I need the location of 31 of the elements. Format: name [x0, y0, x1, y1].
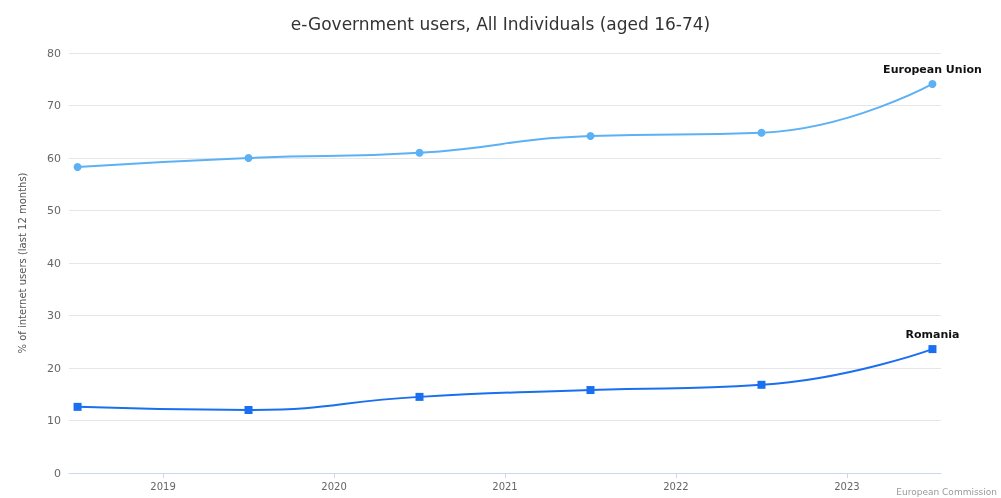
point	[757, 380, 766, 389]
y-tick-label: 20	[47, 361, 61, 375]
point	[928, 345, 937, 354]
y-tick-label: 80	[47, 46, 61, 60]
x-tick-label: 2021	[492, 480, 518, 492]
point	[928, 79, 937, 88]
y-tick-label: 50	[47, 204, 61, 217]
point	[415, 148, 424, 157]
series-label: European Union	[883, 62, 982, 76]
y-axis-title: % of internet users (last 12 months)	[16, 172, 28, 354]
point	[415, 392, 424, 401]
series-label: Romania	[905, 328, 960, 342]
y-tick-label: 40	[47, 256, 61, 270]
point	[73, 162, 82, 171]
y-tick-label: 0	[54, 466, 61, 480]
y-tick-label: 70	[47, 99, 61, 112]
x-tick-label: 2023	[834, 480, 860, 492]
chart-title: e-Government users, All Individuals (aged 16-74)	[290, 13, 711, 34]
point	[586, 131, 595, 140]
point	[73, 402, 82, 411]
y-tick-label: 10	[47, 414, 61, 427]
point	[757, 128, 766, 137]
text: European Commission	[896, 486, 998, 497]
x-tick-label: 2022	[663, 480, 689, 492]
y-tick-label: 30	[47, 309, 61, 322]
point	[244, 154, 253, 162]
point	[244, 406, 253, 414]
x-tick-label: 2019	[150, 480, 176, 492]
y-tick-label: 60	[47, 151, 61, 165]
x-tick-label: 2020	[321, 480, 347, 492]
point	[586, 386, 595, 395]
